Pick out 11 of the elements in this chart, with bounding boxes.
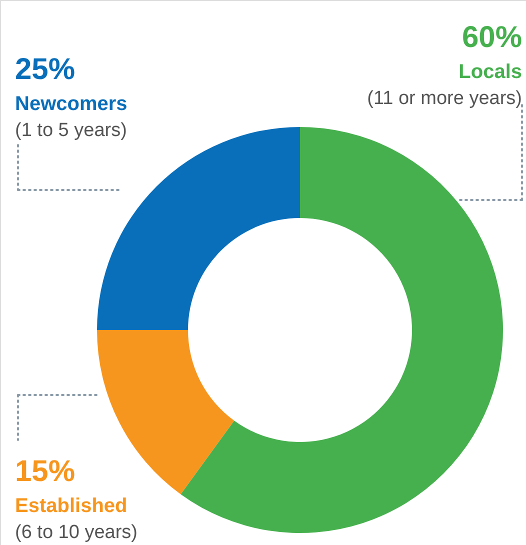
data-label: 15%	[15, 455, 76, 488]
donut-slice	[180, 127, 503, 533]
text: (11 or more years)	[367, 88, 522, 109]
slice-label: Established	[15, 495, 128, 517]
donut-slice	[97, 330, 234, 494]
text: (1 to 5 years)	[15, 120, 127, 141]
data-label: 60%	[462, 21, 522, 54]
data-label: 25%	[15, 53, 76, 86]
text: (6 to 10 years)	[15, 522, 138, 543]
slice-label: Newcomers	[15, 93, 128, 115]
slice-label: Locals	[458, 61, 522, 83]
